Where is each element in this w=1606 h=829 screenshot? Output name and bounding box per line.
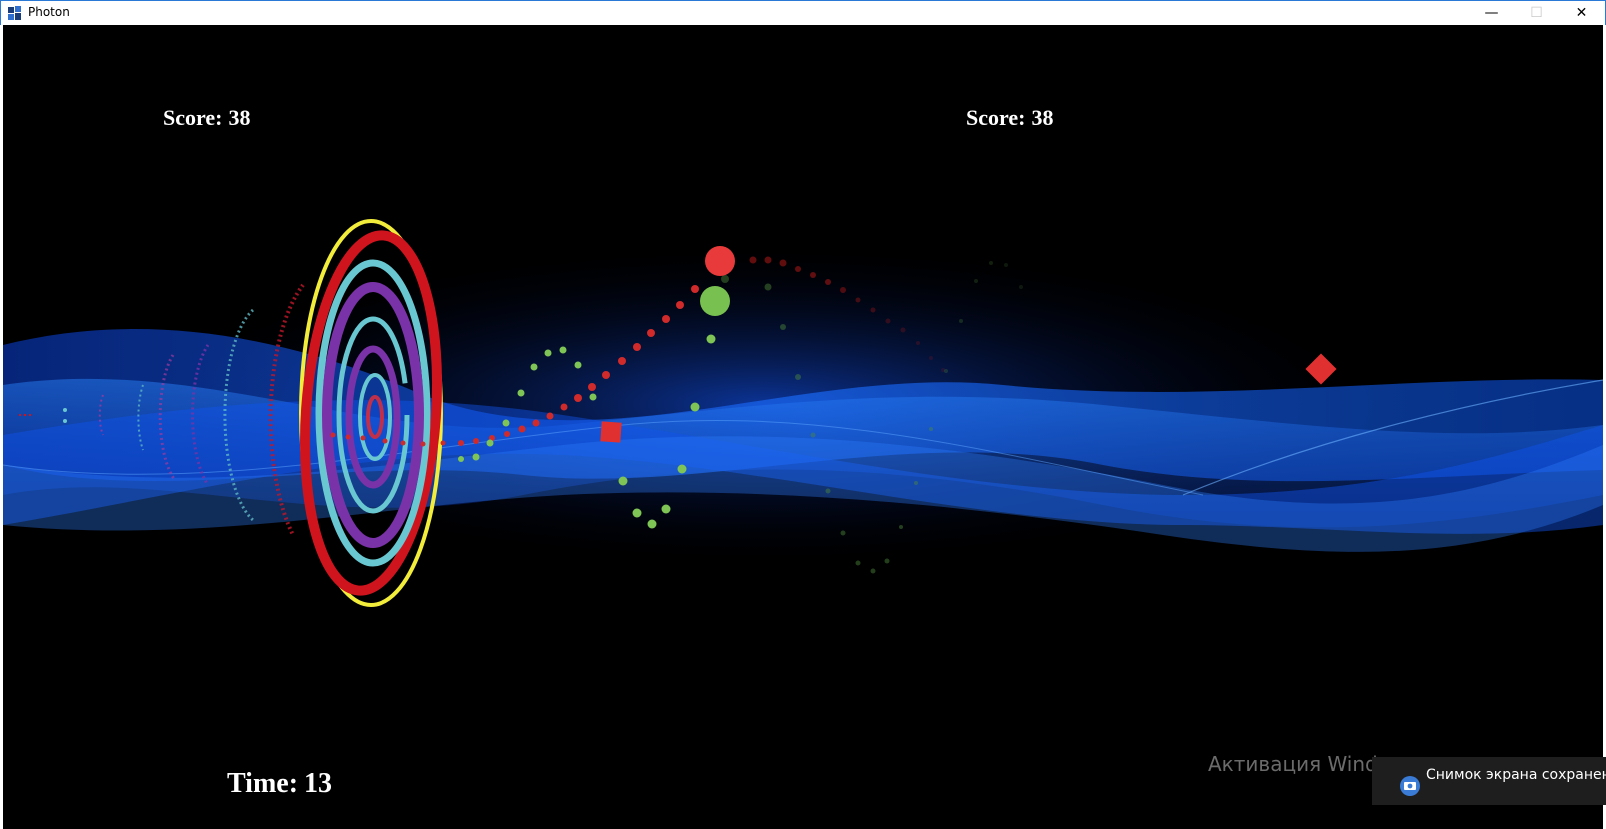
score-right-value: 38 (1031, 105, 1054, 130)
window-titlebar[interactable]: Photon — ☐ ✕ (0, 0, 1606, 25)
close-button[interactable]: ✕ (1575, 5, 1588, 21)
game-scene (3, 219, 1603, 607)
window-title: Photon (28, 5, 70, 19)
score-left-label: Score: (163, 105, 223, 130)
red-diamond-target (1305, 353, 1337, 385)
score-right: Score: 38 (966, 105, 1053, 131)
red-square-target (600, 421, 622, 443)
faded-green-particles (721, 261, 1023, 574)
faded-red-trail (749, 256, 945, 372)
green-particles (458, 334, 716, 529)
game-canvas[interactable]: Score: 38 Score: 38 Time: 13 (3, 25, 1603, 829)
photon-app-icon (8, 6, 21, 20)
score-left-value: 38 (228, 105, 251, 130)
time-display: Time: 13 (227, 768, 332, 800)
camera-icon (1400, 776, 1420, 796)
score-right-label: Score: (966, 105, 1026, 130)
toast-text: Снимок экрана сохранен (1426, 767, 1606, 783)
ring-echoes (19, 283, 305, 536)
green-player-orb (700, 286, 730, 316)
time-label: Time: (227, 768, 299, 799)
ring-vortex (299, 219, 443, 607)
red-dot-trail (330, 285, 699, 447)
time-value: 13 (304, 768, 333, 799)
score-left: Score: 38 (163, 105, 250, 131)
maximize-button[interactable]: ☐ (1530, 5, 1543, 21)
screenshot-saved-toast[interactable]: Снимок экрана сохранен (1372, 757, 1606, 805)
red-player-orb (705, 246, 735, 276)
minimize-button[interactable]: — (1484, 5, 1499, 21)
